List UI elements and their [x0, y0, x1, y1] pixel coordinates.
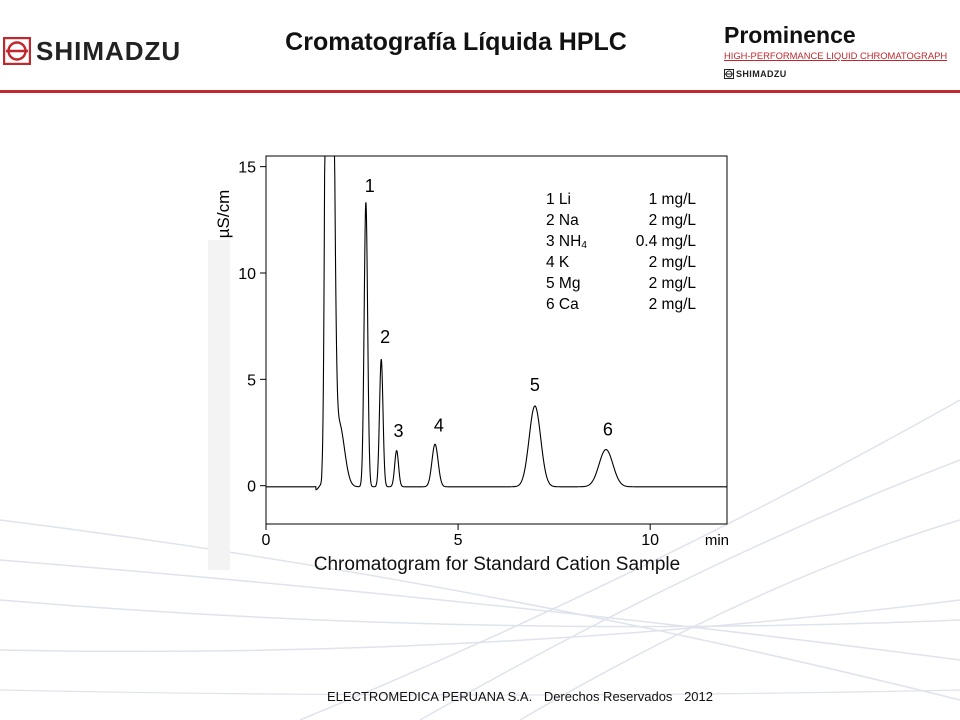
legend-concentration: 2 mg/L — [649, 254, 697, 271]
peak-label: 3 — [394, 421, 404, 441]
peak-label: 5 — [530, 375, 540, 395]
legend-concentration: 2 mg/L — [649, 212, 697, 229]
peak-label: 2 — [380, 327, 390, 347]
legend-ion: 5 Mg — [546, 275, 580, 292]
y-tick-label: 10 — [238, 266, 256, 283]
legend-concentration: 0.4 mg/L — [636, 233, 697, 250]
product-brand: SHIMADZU — [724, 68, 958, 80]
shimadzu-small-logo-icon — [724, 69, 734, 79]
legend-ion: 3 NH4 — [546, 233, 587, 251]
product-subtitle: HIGH-PERFORMANCE LIQUID CHROMATOGRAPH — [724, 50, 948, 61]
chromatogram-chart: 0 5 10 15 0 5 10 1 2 3 4 5 6 1 Li 1 mg/L 2 Na 2 mg/L 3… — [208, 155, 729, 575]
header-rule — [0, 90, 960, 93]
y-tick-label: 0 — [247, 479, 256, 496]
y-axis: 0 5 10 15 — [238, 160, 266, 496]
x-axis-unit: min — [705, 532, 729, 549]
legend-concentration: 1 mg/L — [649, 191, 697, 208]
chart-speckle-band — [208, 240, 230, 570]
shimadzu-logo: SHIMADZU — [3, 36, 181, 66]
footer-company: ELECTROMEDICA PERUANA S.A. — [327, 689, 533, 704]
shimadzu-logo-icon — [3, 37, 31, 65]
legend-ion: 1 Li — [546, 191, 571, 208]
slide-title: Cromatografía Líquida HPLC — [285, 28, 627, 56]
product-logo: Prominence HIGH-PERFORMANCE LIQUID CHROM… — [724, 22, 958, 80]
x-tick-label: 5 — [454, 532, 463, 549]
x-tick-label: 10 — [641, 532, 659, 549]
footer-year: 2012 — [684, 689, 713, 704]
y-tick-label: 5 — [247, 372, 256, 389]
legend-concentration: 2 mg/L — [649, 296, 697, 313]
footer: ELECTROMEDICA PERUANA S.A. Derechos Rese… — [0, 689, 960, 704]
peak-label: 1 — [365, 176, 375, 196]
x-axis: 0 5 10 — [262, 524, 659, 549]
plot-frame — [265, 155, 728, 525]
logo-text: SHIMADZU — [36, 36, 182, 66]
legend-ion: 2 Na — [546, 212, 579, 229]
y-tick-label: 15 — [238, 160, 256, 177]
peak-labels: 1 2 3 4 5 6 — [365, 176, 613, 441]
legend-ion: 4 K — [546, 254, 570, 271]
peak-label: 4 — [434, 415, 444, 435]
chart-legend: 1 Li 1 mg/L 2 Na 2 mg/L 3 NH4 0.4 mg/L 4 K 2 mg… — [546, 191, 696, 313]
y-axis-label: µS/cm — [214, 190, 233, 239]
chromatogram-trace — [266, 155, 727, 491]
footer-rights: Derechos Reservados — [543, 689, 673, 704]
x-tick-label: 0 — [262, 532, 271, 549]
chart-title: Chromatogram for Standard Cation Sample — [314, 554, 680, 575]
product-name: Prominence — [724, 22, 856, 48]
legend-concentration: 2 mg/L — [649, 275, 697, 292]
peak-label: 6 — [603, 420, 613, 440]
legend-ion: 6 Ca — [546, 296, 579, 313]
product-brand-text: SHIMADZU — [736, 69, 787, 79]
